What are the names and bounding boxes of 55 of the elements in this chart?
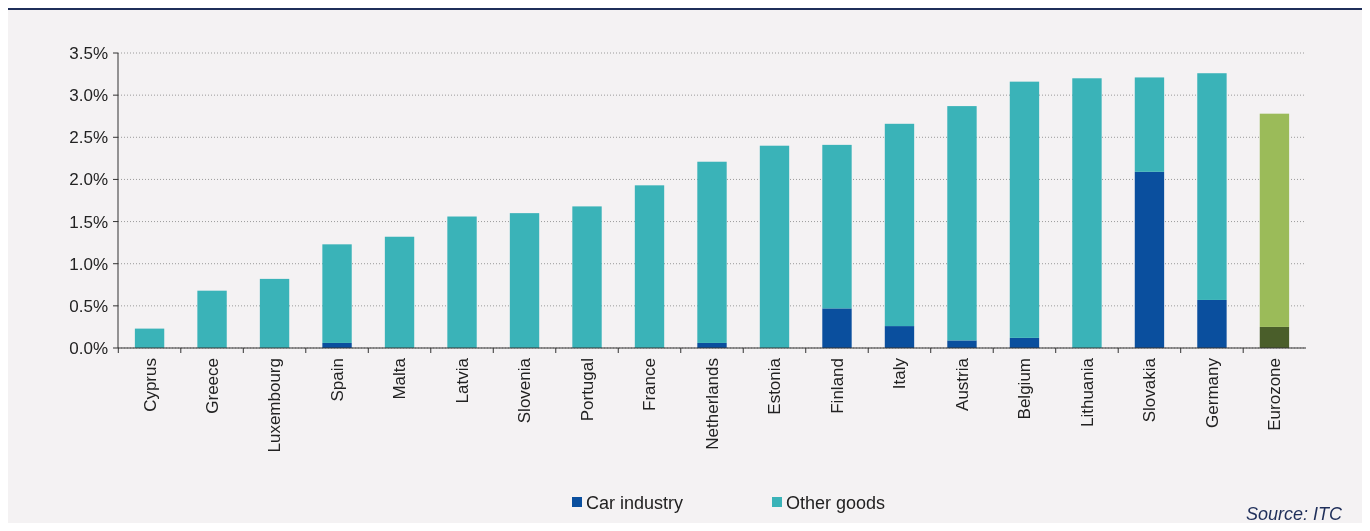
x-tick-label: Austria bbox=[952, 357, 972, 411]
bar bbox=[322, 244, 352, 343]
y-tick-label: 3.5% bbox=[69, 43, 108, 63]
x-tick-label: Slovenia bbox=[515, 357, 535, 424]
bar bbox=[697, 161, 727, 343]
x-tick-label: Luxembourg bbox=[265, 358, 285, 453]
x-tick-label: Greece bbox=[203, 358, 222, 414]
legend-label: Car industry bbox=[586, 493, 684, 514]
bar bbox=[1009, 81, 1040, 338]
bar bbox=[572, 206, 602, 348]
y-tick-label: 2.0% bbox=[69, 170, 108, 190]
x-tick-label: Cyprus bbox=[140, 358, 160, 412]
bar bbox=[822, 144, 852, 309]
x-tick-label: Eurozone bbox=[1265, 358, 1285, 431]
x-tick-label: Belgium bbox=[1015, 358, 1035, 420]
bar bbox=[1197, 73, 1227, 300]
x-tick-label: Italy bbox=[890, 357, 910, 390]
x-tick-label: Malta bbox=[390, 357, 410, 400]
x-tick-label: Spain bbox=[327, 358, 347, 402]
x-tick-label: Portugal bbox=[577, 358, 597, 422]
x-tick-label: Finland bbox=[827, 358, 847, 414]
x-tick-label: Lithuania bbox=[1077, 357, 1097, 428]
y-tick-label: 0.5% bbox=[69, 296, 108, 316]
bar bbox=[134, 328, 165, 348]
x-tick-label: Germany bbox=[1202, 357, 1222, 428]
bar bbox=[1197, 299, 1227, 348]
bar bbox=[634, 185, 665, 348]
bar bbox=[1072, 78, 1102, 348]
bar bbox=[884, 326, 915, 348]
x-tick-label: Estonia bbox=[765, 357, 785, 415]
x-tick-label: France bbox=[640, 358, 660, 411]
bar bbox=[1259, 113, 1290, 327]
x-tick-label: Slovakia bbox=[1140, 357, 1160, 423]
bar bbox=[1134, 77, 1165, 172]
bar bbox=[384, 236, 415, 348]
y-tick-label: 2.5% bbox=[69, 128, 108, 148]
bar bbox=[197, 290, 227, 348]
y-tick-label: 0.0% bbox=[69, 338, 108, 358]
bar bbox=[1134, 171, 1165, 348]
y-tick-label: 1.0% bbox=[69, 254, 108, 274]
bar bbox=[947, 340, 977, 348]
bar bbox=[822, 308, 852, 348]
bar bbox=[947, 106, 977, 341]
bar bbox=[884, 123, 915, 327]
source-note: Source: ITC bbox=[1245, 504, 1343, 524]
x-tick-label: Latvia bbox=[452, 357, 472, 404]
bar bbox=[1259, 326, 1290, 348]
bar bbox=[447, 216, 477, 348]
y-tick-label: 3.0% bbox=[69, 86, 108, 106]
x-tick-label: Netherlands bbox=[702, 358, 722, 450]
bar bbox=[259, 278, 290, 348]
legend-label: Other goods bbox=[786, 493, 886, 514]
y-tick-label: 1.5% bbox=[69, 212, 108, 232]
bar bbox=[509, 213, 540, 348]
bar bbox=[759, 145, 790, 348]
